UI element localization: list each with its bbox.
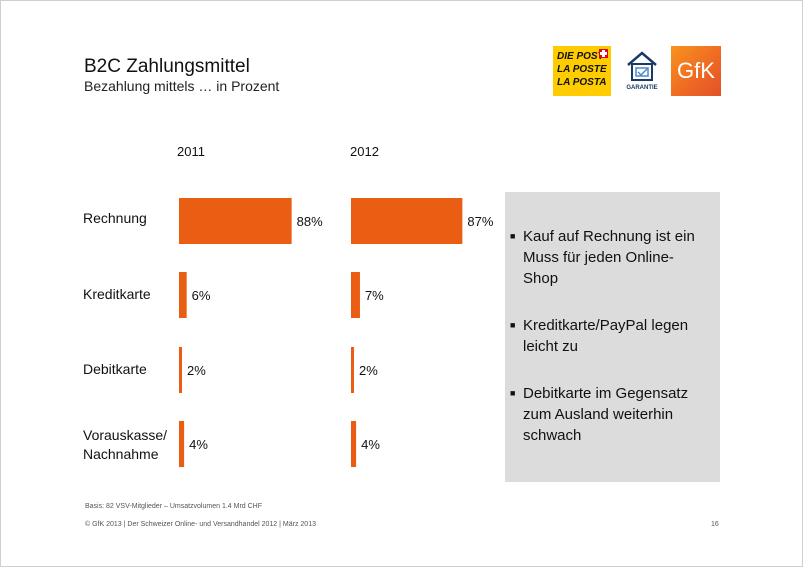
bar-2011-3 bbox=[179, 421, 185, 467]
house-icon bbox=[627, 51, 657, 81]
post-logo-line: DIE POST bbox=[557, 51, 604, 62]
key-findings-box: ■ Kauf auf Rechnung ist ein Muss für jed… bbox=[505, 192, 720, 482]
data-label-2011-2: 2% bbox=[187, 363, 206, 378]
data-label-2011-3: 4% bbox=[189, 437, 208, 452]
finding-item: ■ Debitkarte im Gegensatz zum Ausland we… bbox=[510, 385, 689, 444]
footer-copyright: © GfK 2013 | Der Schweizer Online- und V… bbox=[85, 521, 316, 528]
garantie-logo: GARANTIE bbox=[624, 48, 660, 94]
data-label-2012-1: 7% bbox=[365, 288, 384, 303]
footnote-basis: Basis: 82 VSV-Mitglieder – Umsatzvolumen… bbox=[85, 503, 263, 510]
bullet-icon: ■ bbox=[510, 320, 516, 330]
bar-2012-3 bbox=[351, 421, 357, 467]
swiss-cross-icon bbox=[599, 49, 608, 58]
gfk-logo: GfK bbox=[671, 46, 721, 96]
finding-item: ■ Kauf auf Rechnung ist ein Muss für jed… bbox=[510, 228, 695, 287]
page-number: 16 bbox=[711, 521, 719, 528]
bullet-icon: ■ bbox=[510, 388, 516, 398]
page-title: B2C Zahlungsmittel bbox=[84, 56, 250, 77]
series-label-2012: 2012 bbox=[350, 144, 379, 159]
data-label-2012-2: 2% bbox=[359, 363, 378, 378]
garantie-label: GARANTIE bbox=[626, 85, 658, 91]
bar-2012-1 bbox=[351, 272, 360, 318]
bar-2011-1 bbox=[179, 272, 187, 318]
die-post-logo: DIE POST LA POSTE LA POSTA bbox=[553, 46, 611, 96]
category-label-rechnung: Rechnung bbox=[83, 210, 147, 226]
data-label-2011-1: 6% bbox=[192, 288, 211, 303]
bullet-icon: ■ bbox=[510, 231, 516, 241]
bar-2012-0 bbox=[351, 198, 463, 244]
series-label-2011: 2011 bbox=[177, 144, 205, 159]
data-label-2012-3: 4% bbox=[361, 437, 380, 452]
page-subtitle: Bezahlung mittels … in Prozent bbox=[84, 78, 280, 94]
data-label-2012-0: 87% bbox=[467, 214, 493, 229]
post-logo-line: LA POSTE bbox=[557, 64, 607, 75]
data-label-2011-0: 88% bbox=[297, 214, 323, 229]
bar-2012-2 bbox=[351, 347, 354, 393]
category-label-debitkarte: Debitkarte bbox=[83, 361, 147, 377]
post-logo-line: LA POSTA bbox=[557, 77, 607, 88]
finding-item: ■ Kreditkarte/PayPal legen leicht zu bbox=[510, 317, 689, 355]
bar-2011-0 bbox=[179, 198, 292, 244]
category-label-kreditkarte: Kreditkarte bbox=[83, 286, 151, 302]
category-label-vorauskasse: Vorauskasse/ Nachnahme bbox=[83, 427, 168, 462]
bar-2011-2 bbox=[179, 347, 182, 393]
